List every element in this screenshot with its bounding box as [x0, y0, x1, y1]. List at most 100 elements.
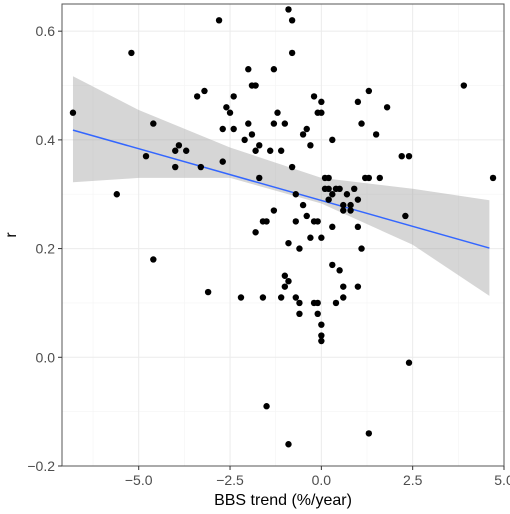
data-point — [296, 245, 303, 252]
data-point — [285, 6, 292, 13]
data-point — [270, 66, 278, 73]
data-point — [340, 201, 347, 209]
data-point — [241, 136, 248, 144]
data-point — [365, 430, 373, 437]
data-point — [318, 234, 325, 241]
data-point — [329, 223, 336, 231]
data-point — [204, 288, 212, 296]
data-point — [340, 207, 347, 214]
data-point — [256, 142, 263, 149]
data-point — [256, 174, 263, 182]
data-point — [259, 294, 267, 301]
y-tick-label: −0.2 — [27, 458, 55, 474]
x-axis-ticks: −5.0 −2.5 0.0 2.5 5.0 — [125, 466, 510, 488]
data-point — [288, 17, 296, 24]
data-point — [245, 120, 252, 127]
data-point — [69, 109, 77, 116]
data-point — [376, 174, 383, 182]
y-axis-title: r — [3, 232, 20, 238]
x-tick-label: −5.0 — [125, 472, 153, 488]
y-axis-ticks: −0.2 0.0 0.2 0.4 0.6 — [27, 23, 62, 474]
data-point — [277, 294, 285, 301]
x-tick-label: 0.0 — [312, 472, 332, 488]
data-point — [270, 207, 278, 214]
y-tick-label: 0.2 — [36, 241, 56, 257]
data-point — [226, 109, 234, 116]
data-point — [329, 191, 336, 198]
data-point — [274, 109, 281, 116]
data-point — [175, 142, 183, 149]
data-point — [354, 223, 362, 231]
data-point — [343, 191, 351, 198]
data-point — [183, 147, 190, 154]
data-point — [310, 93, 318, 100]
data-point — [325, 185, 332, 192]
data-point — [325, 174, 332, 182]
y-tick-label: 0.4 — [36, 132, 56, 148]
data-point — [299, 131, 307, 138]
data-point — [340, 294, 347, 301]
data-point — [340, 283, 347, 290]
data-point — [150, 120, 157, 127]
data-point — [277, 147, 285, 154]
data-point — [219, 158, 226, 165]
data-point — [303, 212, 310, 220]
data-point — [318, 109, 325, 116]
data-point — [358, 245, 365, 252]
data-point — [405, 359, 413, 366]
data-point — [193, 93, 201, 100]
data-point — [318, 321, 325, 328]
data-point — [296, 310, 303, 318]
data-point — [318, 337, 325, 345]
data-point — [263, 403, 270, 410]
data-point — [325, 196, 332, 203]
x-tick-label: −2.5 — [216, 472, 244, 488]
data-points — [69, 6, 497, 448]
data-point — [398, 152, 405, 160]
data-point — [219, 125, 226, 133]
data-point — [460, 82, 468, 89]
data-point — [150, 256, 157, 263]
data-point — [354, 283, 362, 290]
x-axis-title: BBS trend (%/year) — [214, 492, 352, 509]
data-point — [347, 201, 354, 209]
data-point — [292, 218, 299, 225]
data-point — [354, 196, 362, 203]
data-point — [281, 272, 289, 279]
data-point — [372, 131, 380, 138]
data-point — [285, 441, 292, 448]
data-point — [318, 98, 325, 106]
data-point — [351, 185, 358, 192]
panel-background — [62, 4, 504, 466]
confidence-band — [72, 76, 490, 296]
data-point — [307, 142, 314, 149]
data-point — [288, 163, 296, 171]
data-point — [172, 163, 179, 171]
data-point — [230, 125, 237, 133]
data-point — [248, 131, 256, 138]
data-point — [336, 185, 343, 192]
data-point — [252, 147, 259, 154]
data-point — [489, 174, 497, 182]
data-point — [336, 267, 343, 274]
data-point — [230, 93, 237, 100]
regression-line — [72, 129, 490, 249]
data-point — [365, 174, 373, 182]
data-point — [288, 49, 296, 57]
data-point — [292, 191, 299, 198]
x-tick-label: 2.5 — [403, 472, 423, 488]
data-point — [329, 261, 336, 269]
data-point — [296, 299, 303, 307]
data-point — [318, 332, 325, 339]
data-point — [383, 104, 391, 111]
data-point — [215, 17, 223, 24]
data-point — [113, 191, 120, 198]
data-point — [128, 49, 135, 57]
data-point — [281, 120, 289, 127]
data-point — [314, 310, 321, 318]
data-point — [332, 299, 340, 307]
data-point — [405, 152, 413, 160]
data-point — [354, 98, 362, 106]
data-point — [281, 283, 289, 290]
